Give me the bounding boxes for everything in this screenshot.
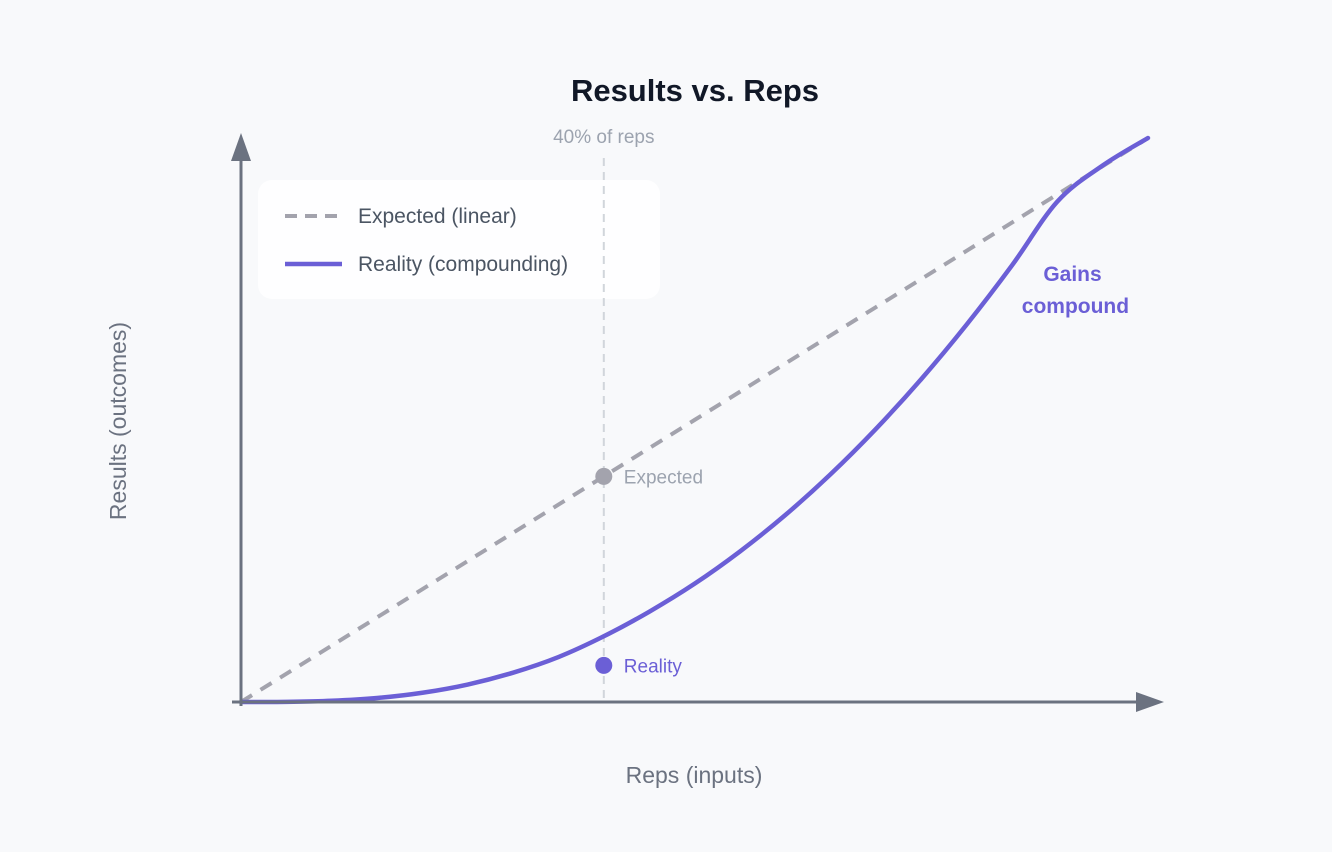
point-label-expected: Expected	[624, 467, 703, 488]
x-axis-arrow	[1136, 692, 1164, 712]
point-label-reality: Reality	[624, 656, 683, 677]
chart-title: Results vs. Reps	[571, 73, 819, 108]
series-expected-line	[239, 136, 1150, 704]
legend: Expected (linear) Reality (compounding)	[258, 180, 660, 299]
annotation-line-1: Gains	[1043, 263, 1101, 286]
annotation-gains-compound: Gains compound	[1022, 263, 1129, 318]
x-axis-label: Reps (inputs)	[626, 762, 763, 788]
legend-box	[258, 180, 660, 299]
series-reality-line	[238, 135, 1151, 705]
y-axis-label: Results (outcomes)	[105, 322, 131, 520]
point-expected	[595, 467, 613, 485]
point-reality	[595, 656, 613, 674]
marker-label: 40% of reps	[553, 127, 654, 148]
legend-label-reality: Reality (compounding)	[358, 253, 568, 276]
y-axis-arrow	[231, 133, 251, 161]
annotation-line-2: compound	[1022, 295, 1129, 318]
legend-label-expected: Expected (linear)	[358, 205, 517, 228]
